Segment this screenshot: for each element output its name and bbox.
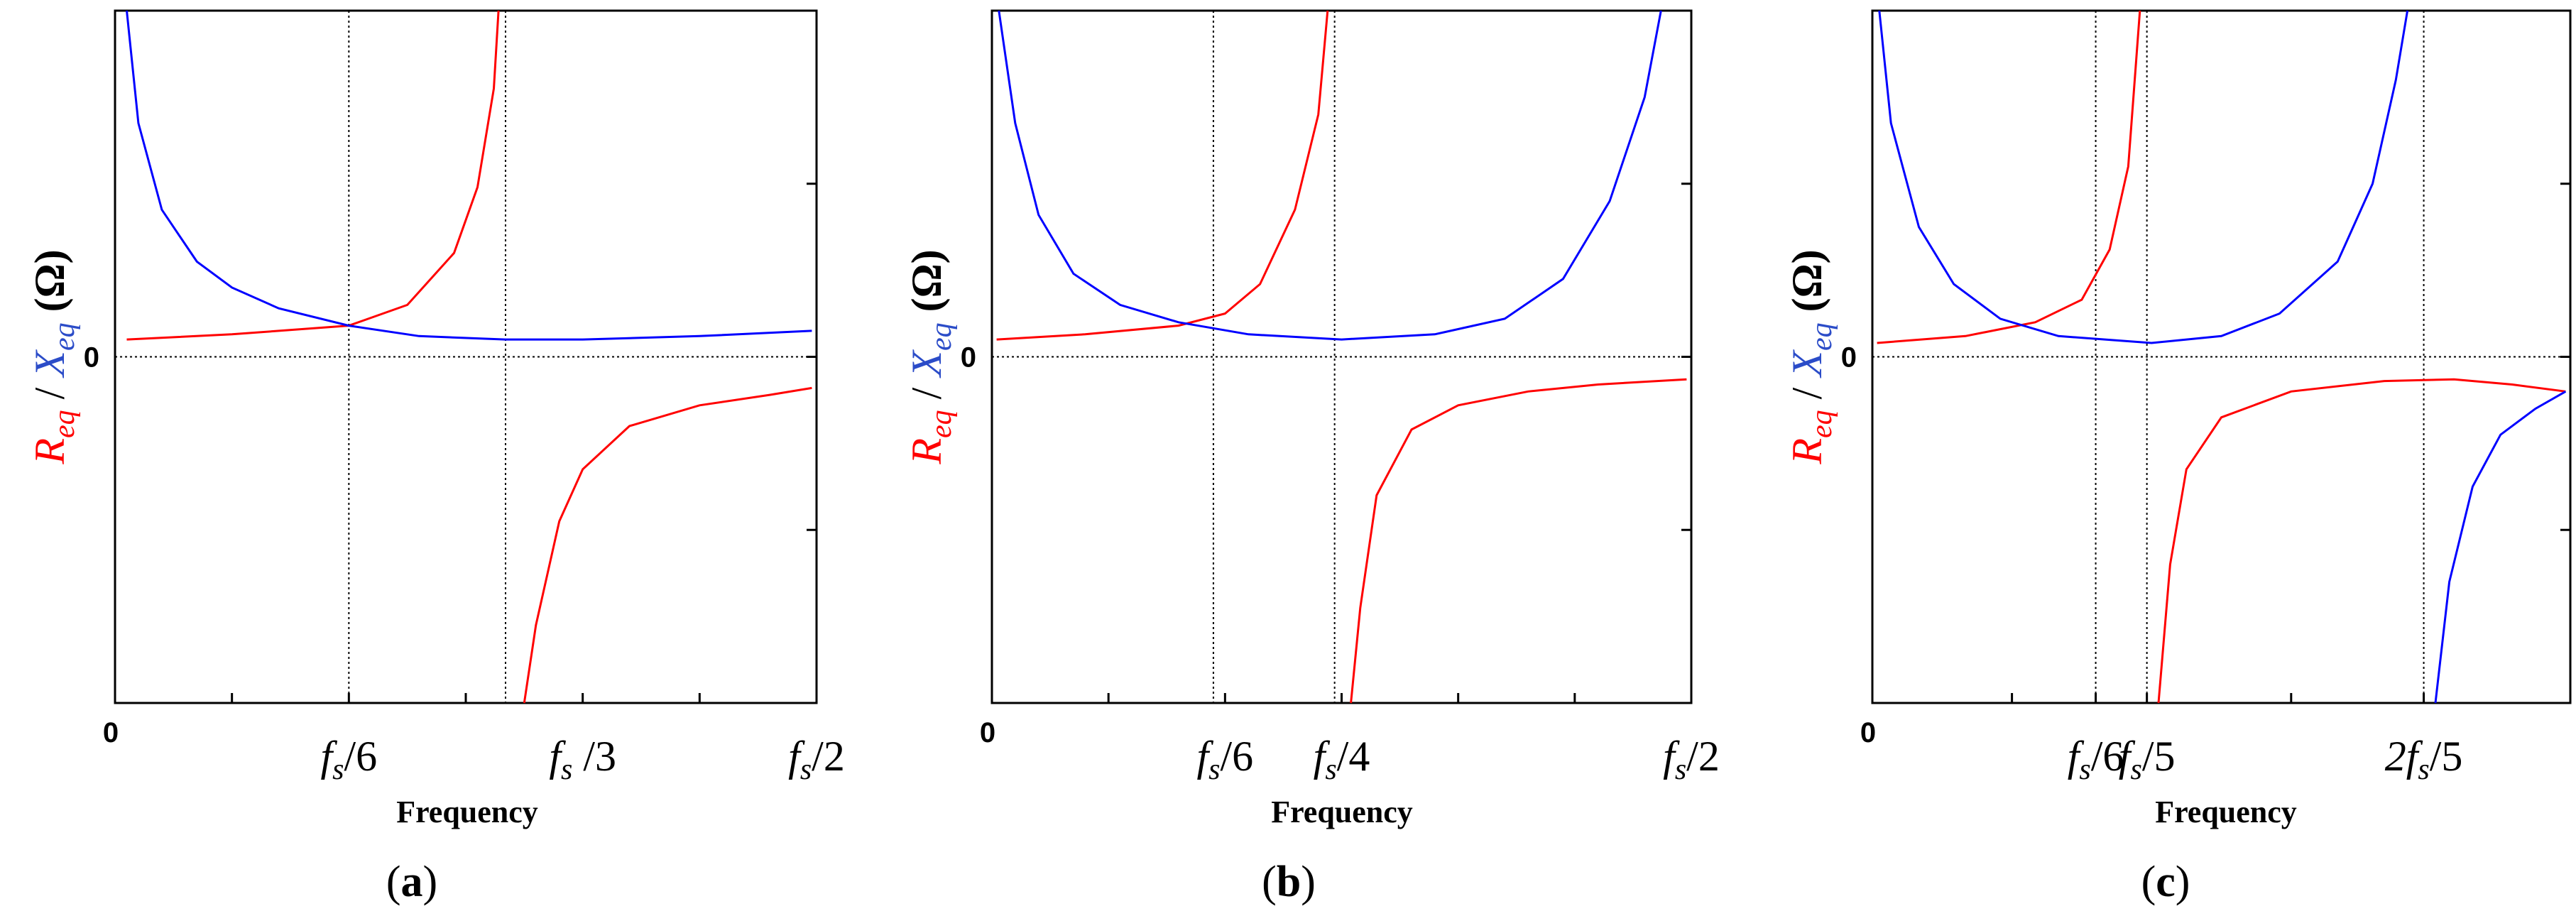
panel-label: (a): [386, 858, 437, 906]
series-line-req: [996, 10, 1687, 704]
x-tick-label: fs/4: [1314, 733, 1370, 786]
x-axis-label: Frequency: [1271, 795, 1413, 829]
x-tick-label: 0: [980, 717, 995, 748]
x-tick-label: fs/2: [1663, 733, 1720, 786]
panel-label: (c): [2141, 858, 2190, 906]
y-axis-label: Req / Xeq (Ω): [1784, 249, 1838, 464]
y-tick-label-zero: 0: [961, 342, 976, 374]
x-tick-label: fs /3: [549, 733, 616, 786]
chart-panel-b: 0 0 fs/6 fs/4 fs/2 Frequency Req / Xeq (Ω) (b): [903, 9, 1720, 906]
x-tick-label: fs/6: [2068, 733, 2124, 786]
y-tick-label-zero: 0: [1841, 342, 1857, 374]
series-line-req: [1877, 10, 2566, 704]
series-line-req: [126, 10, 812, 704]
x-tick-label: 0: [103, 717, 119, 748]
y-axis-label: Req / Xeq (Ω): [903, 249, 958, 464]
x-tick-label: 2fs/5: [2385, 733, 2463, 786]
x-tick-label: fs/2: [788, 733, 845, 786]
panel-label: (b): [1262, 858, 1316, 906]
x-tick-label: fs/5: [2119, 733, 2176, 786]
x-axis-label: Frequency: [396, 795, 538, 829]
y-tick-label-zero: 0: [84, 342, 99, 374]
y-axis-label: Req / Xeq (Ω): [26, 249, 81, 464]
x-axis-label: Frequency: [2155, 795, 2297, 829]
chart-panel-a: 0 0 fs/6 fs /3 fs/2 Frequency Req / Xeq (Ω) (a): [26, 9, 845, 906]
x-tick-label: 0: [1860, 717, 1876, 748]
series-line-xeq: [1878, 10, 2567, 704]
series-line-xeq: [998, 10, 1662, 341]
x-tick-label: fs/6: [1196, 733, 1253, 786]
series-line-xeq: [126, 10, 812, 341]
chart-panel-c: 0 0 fs/6fs/5 2fs/5 Frequency Req / Xeq (Ω) (c): [1784, 9, 2572, 906]
x-tick-label: fs/6: [320, 733, 377, 786]
